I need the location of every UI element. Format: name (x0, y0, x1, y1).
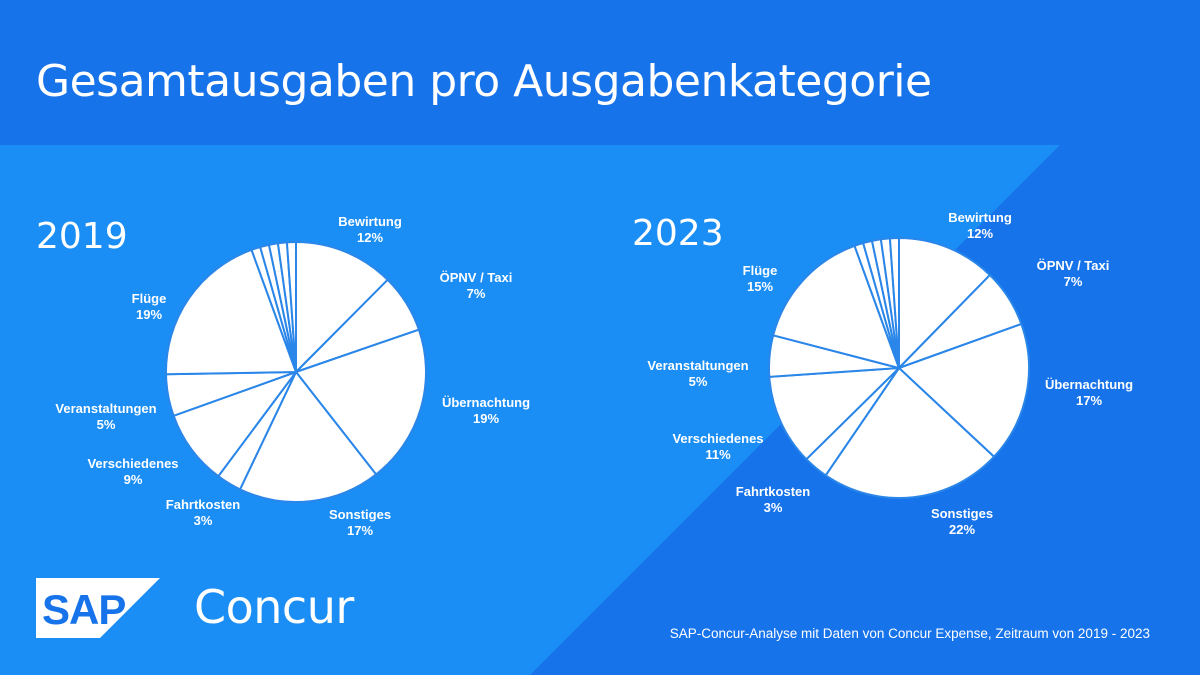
pie-0-label-category-3: Sonstiges (329, 507, 391, 522)
pie-0-label-category-5: Verschiedenes (87, 456, 178, 471)
chart-2023-year: 2023 (632, 213, 724, 254)
pie-0-label-category-7: Flüge (132, 291, 167, 306)
pie-1-label-category-2: Übernachtung (1045, 377, 1133, 392)
pie-1-label-category-7: Flüge (743, 263, 778, 278)
pie-0-label-value-5: 9% (124, 472, 143, 487)
source-footnote: SAP-Concur-Analyse mit Daten von Concur … (669, 626, 1150, 641)
pie-0-slice-2 (294, 328, 427, 476)
concur-logo-text: Concur (194, 580, 354, 634)
page-title: Gesamtausgaben pro Ausgabenkategorie (36, 56, 932, 107)
pie-1-label-value-4: 3% (764, 500, 783, 515)
pie-1-label-category-0: Bewirtung (948, 210, 1012, 225)
sap-logo-text: SAP (42, 586, 125, 633)
pie-1-label-value-0: 12% (967, 226, 993, 241)
pie-1-label-value-5: 11% (705, 447, 731, 462)
pie-1-label-value-1: 7% (1064, 274, 1083, 289)
pie-1-label-category-1: ÖPNV / Taxi (1037, 258, 1110, 273)
pie-1-slice-7 (771, 244, 901, 370)
pie-1-label-value-7: 15% (747, 279, 773, 294)
pie-1-label-category-3: Sonstiges (931, 506, 993, 521)
pie-0-label-category-4: Fahrtkosten (166, 497, 240, 512)
pie-1-label-value-6: 5% (689, 374, 708, 389)
pie-1-slice-5 (768, 366, 902, 461)
pie-0-label-category-6: Veranstaltungen (55, 401, 156, 416)
pie-0-label-value-4: 3% (194, 513, 213, 528)
pie-1-slice-0 (898, 236, 992, 371)
pie-0-label-value-7: 19% (136, 307, 162, 322)
pie-0-slice-7 (165, 248, 298, 376)
pie-1-slice-3 (824, 366, 996, 499)
pie-1-label-value-3: 22% (949, 522, 975, 537)
chart-2019-year: 2019 (36, 216, 128, 257)
pie-0-slice-5 (172, 369, 299, 478)
sap-concur-logo: SAP Concur (36, 578, 356, 638)
pie-0-small-slice-4 (285, 240, 297, 373)
pie-0-label-value-6: 5% (97, 417, 116, 432)
pie-0-slice-3 (238, 370, 378, 503)
pie-0-label-category-0: Bewirtung (338, 214, 402, 229)
pie-0-label-value-3: 17% (347, 523, 373, 538)
pie-0-label-category-2: Übernachtung (442, 395, 530, 410)
pie-0-label-value-2: 19% (473, 411, 499, 426)
pie-0-slice-0 (295, 240, 390, 375)
pie-1-label-category-5: Verschiedenes (672, 431, 763, 446)
pie-1-label-category-6: Veranstaltungen (647, 358, 748, 373)
pie-1-label-category-4: Fahrtkosten (736, 484, 810, 499)
sap-logo-badge: SAP (36, 578, 160, 638)
pie-0-label-value-1: 7% (467, 286, 486, 301)
pie-1-label-value-2: 17% (1076, 393, 1102, 408)
pie-1-slice-2 (897, 322, 1031, 459)
pie-0-label-category-1: ÖPNV / Taxi (440, 270, 513, 285)
pie-0-label-value-0: 12% (357, 230, 383, 245)
pie-1-small-slice-4 (888, 236, 900, 369)
